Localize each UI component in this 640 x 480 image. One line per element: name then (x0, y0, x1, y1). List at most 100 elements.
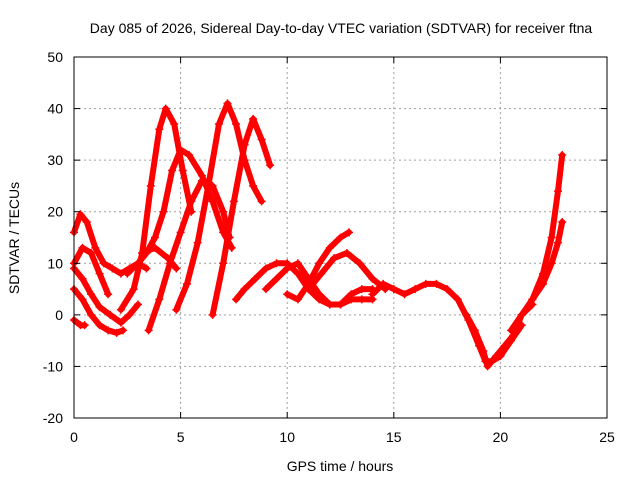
data-point (272, 274, 281, 283)
data-series (70, 99, 567, 371)
data-point (266, 161, 275, 170)
data-point (78, 295, 87, 304)
data-point (223, 99, 232, 108)
data-point (129, 285, 138, 294)
data-point (108, 264, 117, 273)
series-line (233, 260, 376, 308)
data-point (168, 166, 177, 175)
data-point (547, 233, 556, 242)
data-point (368, 290, 377, 299)
series-track-15 (304, 248, 390, 294)
data-point (547, 259, 556, 268)
data-point (336, 233, 345, 242)
data-point (432, 279, 441, 288)
data-point (104, 326, 113, 335)
data-point (197, 176, 206, 185)
x-tick-label: 10 (279, 429, 295, 445)
data-point (95, 321, 104, 330)
data-point (355, 259, 364, 268)
x-axis-label: GPS time / hours (287, 458, 394, 474)
data-point (82, 218, 91, 227)
data-point (261, 264, 270, 273)
series-track-8 (144, 176, 234, 335)
data-point (389, 285, 398, 294)
data-point (208, 310, 217, 319)
data-point (151, 243, 160, 252)
data-point (293, 295, 302, 304)
y-tick-label: 30 (47, 152, 63, 168)
data-point (315, 259, 324, 268)
data-point (176, 145, 185, 154)
data-point (257, 197, 266, 206)
data-point (151, 233, 160, 242)
data-point (293, 259, 302, 268)
series-line (173, 100, 265, 313)
data-point (283, 290, 292, 299)
data-point (185, 150, 194, 159)
series-line (209, 115, 274, 318)
data-point (95, 303, 104, 312)
data-point (146, 181, 155, 190)
x-tick-label: 25 (599, 429, 615, 445)
data-point (325, 243, 334, 252)
data-point (142, 264, 151, 273)
series-track-9 (172, 99, 266, 314)
data-point (87, 248, 96, 257)
data-point (479, 346, 488, 355)
data-point (208, 197, 217, 206)
data-point (240, 140, 249, 149)
data-point (119, 326, 128, 335)
data-point (347, 290, 356, 299)
series-line (139, 244, 180, 272)
series-track-13 (261, 259, 377, 309)
series-line (71, 317, 88, 329)
data-point (357, 295, 366, 304)
data-point (249, 181, 258, 190)
data-point (80, 321, 89, 330)
data-point (411, 285, 420, 294)
data-point (509, 331, 518, 340)
data-point (99, 259, 108, 268)
data-point (76, 210, 85, 219)
data-point (261, 285, 270, 294)
data-point (95, 269, 104, 278)
data-point (106, 310, 115, 319)
data-point (112, 328, 121, 337)
plot-frame (73, 56, 608, 419)
data-point (257, 135, 266, 144)
data-point (293, 269, 302, 278)
data-point (219, 259, 228, 268)
data-point (232, 295, 241, 304)
y-tick-label: 0 (55, 307, 63, 323)
series-track-5 (70, 316, 89, 330)
data-point (104, 290, 113, 299)
data-point (558, 150, 567, 159)
data-point (172, 264, 181, 273)
data-point (178, 166, 187, 175)
data-point (133, 300, 142, 309)
data-point (443, 285, 452, 294)
data-point (528, 295, 537, 304)
data-point (553, 187, 562, 196)
data-point (379, 279, 388, 288)
data-point (342, 248, 351, 257)
grid (74, 57, 607, 418)
data-point (368, 274, 377, 283)
x-tick-label: 5 (177, 429, 185, 445)
data-point (240, 285, 249, 294)
data-point (330, 254, 339, 263)
data-point (176, 228, 185, 237)
data-point (193, 238, 202, 247)
data-point (91, 243, 100, 252)
data-point (283, 264, 292, 273)
series-track-11 (138, 243, 181, 273)
data-point (170, 120, 179, 129)
series-track-4 (70, 285, 128, 337)
x-tick-label: 15 (386, 429, 402, 445)
data-point (507, 326, 516, 335)
data-point (219, 207, 228, 216)
data-point (116, 305, 125, 314)
series-track-12 (232, 259, 377, 309)
data-point (214, 120, 223, 129)
